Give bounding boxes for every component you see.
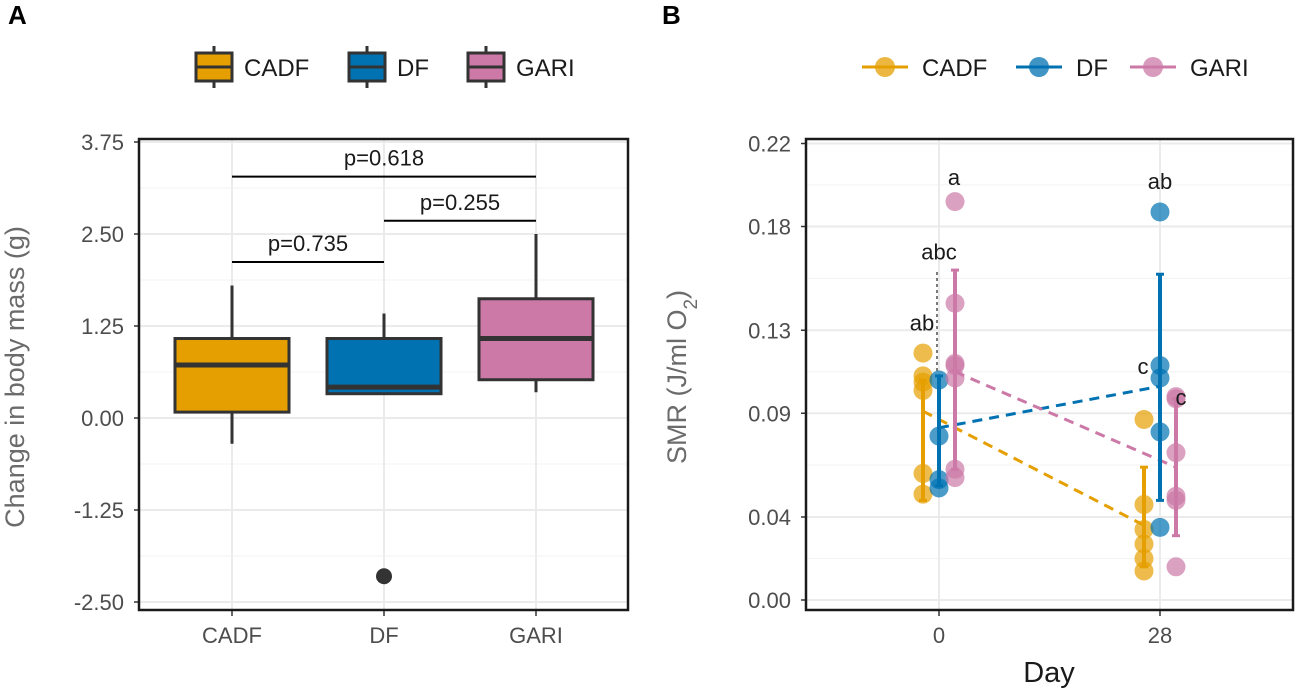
smr-point-gari-day0	[945, 293, 965, 313]
boxplot-comparisons: p=0.618 p=0.255 p=0.735	[232, 146, 536, 263]
smr-point-df-day0	[929, 370, 949, 390]
smr-point-gari-day28	[1166, 486, 1186, 506]
smr-significance-letter: abc	[921, 240, 956, 265]
boxplot-box-cadf	[173, 337, 291, 414]
smr-legend: CADF DF GARI	[862, 55, 1249, 82]
boxplot-x-tick-label: CADF	[202, 623, 262, 648]
boxplot-frame	[137, 137, 630, 612]
smr-point-df-day0	[929, 470, 949, 490]
smr-y-ticks: 0.00 0.04 0.09 0.13 0.18 0.22	[748, 132, 806, 613]
smr-legend-label: DF	[1076, 55, 1108, 82]
boxplot-x-tick-label: DF	[369, 623, 398, 648]
smr-legend-label: CADF	[922, 55, 987, 82]
smr-point-df-day28	[1150, 202, 1170, 222]
smr-point-gari-day28	[1166, 387, 1186, 407]
boxplot-y-axis-title: Change in body mass (g)	[0, 226, 30, 528]
panel-label-a: A	[8, 0, 27, 30]
boxplot-y-tick-label: -2.50	[74, 590, 124, 615]
smr-mean-line-gari	[954, 370, 1177, 469]
boxplot-legend-label: CADF	[244, 55, 309, 82]
smr-frame	[804, 137, 1295, 612]
smr-y-tick-label: 0.22	[748, 132, 791, 157]
boxplot-y-tick-label: 1.25	[81, 314, 124, 339]
smr-y-tick-label: 0.13	[748, 318, 791, 343]
smr-legend-label: GARI	[1190, 55, 1249, 82]
smr-point-cadf-day0	[913, 343, 933, 363]
smr-point-cadf-day0	[913, 484, 933, 504]
smr-legend-key-point-cadf	[875, 57, 895, 77]
boxplot-outlier	[376, 568, 392, 585]
boxplot-p-value: p=0.255	[420, 190, 500, 215]
smr-point-cadf-day28	[1134, 495, 1154, 515]
smr-x-ticks: 0 28	[933, 610, 1172, 648]
smr-significance-letter: a	[948, 165, 961, 190]
boxplot-p-value: p=0.618	[344, 146, 424, 171]
smr-mean-line-df	[938, 384, 1161, 430]
smr-point-gari-day0	[945, 459, 965, 479]
boxplot-x-ticks: CADF DF GARI	[202, 610, 563, 648]
smr-point-gari-day0	[945, 192, 965, 212]
smr-point-cadf-day28	[1134, 519, 1154, 539]
smr-legend-key-point-df	[1029, 57, 1049, 77]
smr-point-gari-day0	[945, 353, 965, 373]
smr-y-axis-title-subscript: 2	[681, 299, 702, 310]
boxplot-y-ticks: 3.75 2.50 1.25 0.00 -1.25 -2.50	[74, 130, 139, 615]
boxplot-legend: CADF DF GARI	[194, 46, 575, 88]
panel-label-b: B	[662, 0, 681, 30]
smr-y-tick-label: 0.18	[748, 215, 791, 240]
smr-y-axis-title-main: SMR (J/ml O	[662, 310, 692, 465]
smr-point-df-day0	[929, 426, 949, 446]
boxplot-legend-label: GARI	[516, 55, 575, 82]
smr-significance-letter: ab	[910, 310, 934, 335]
smr-y-tick-label: 0.09	[748, 401, 791, 426]
smr-point-cadf-day0	[913, 366, 933, 386]
smr-significance-letter: ab	[1148, 169, 1172, 194]
boxplot-p-value: p=0.735	[268, 231, 348, 256]
smr-point-df-day28	[1150, 517, 1170, 537]
boxplot-box-df	[325, 337, 443, 396]
smr-point-gari-day28	[1166, 443, 1186, 463]
smr-y-axis-title: SMR (J/ml O2)	[662, 290, 702, 464]
boxplot-boxes	[173, 234, 595, 585]
boxplot-y-tick-label: 0.00	[81, 406, 124, 431]
smr-point-df-day28	[1150, 356, 1170, 376]
boxplot-x-tick-label: GARI	[509, 623, 563, 648]
smr-legend-key-point-gari	[1143, 57, 1163, 77]
smr-point-cadf-day28	[1134, 409, 1154, 429]
smr-significance-letter: c	[1176, 385, 1187, 410]
boxplot-legend-label: DF	[397, 55, 429, 82]
smr-point-gari-day28	[1166, 557, 1186, 577]
smr-x-axis-title: Day	[1023, 657, 1075, 689]
smr-y-tick-label: 0.04	[748, 505, 791, 530]
boxplot-y-tick-label: 3.75	[81, 130, 124, 155]
boxplot-y-tick-label: 2.50	[81, 222, 124, 247]
smr-point-cadf-day28	[1134, 534, 1154, 554]
smr-mean-line-cadf	[922, 409, 1145, 527]
boxplot-y-tick-label: -1.25	[74, 498, 124, 523]
smr-y-axis-title-close: )	[662, 290, 692, 299]
smr-x-tick-label: 0	[933, 623, 945, 648]
smr-mean-lines	[922, 272, 1177, 527]
boxplot-panel: CADF DF GARI p=0.618 p=0.255 p=0.735 3.75 2.5…	[0, 46, 630, 648]
smr-y-tick-label: 0.00	[748, 588, 791, 613]
smr-points	[913, 192, 1186, 581]
smr-gridlines	[806, 139, 1293, 610]
smr-x-tick-label: 28	[1148, 623, 1172, 648]
smr-point-df-day28	[1150, 422, 1170, 442]
smr-point-cadf-day28	[1134, 549, 1154, 568]
smr-significance-letter: c	[1138, 354, 1149, 379]
smr-point-cadf-day0	[913, 463, 933, 483]
